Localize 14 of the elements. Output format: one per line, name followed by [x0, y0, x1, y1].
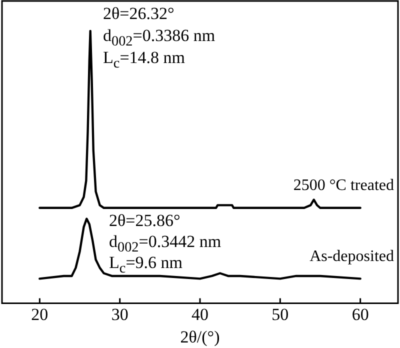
text: 2θ=26.32°: [103, 4, 174, 24]
annotation: 2θ=25.86°: [109, 211, 180, 231]
x-tick-label: 30: [111, 304, 128, 324]
x-tick-label: 40: [192, 304, 208, 324]
x-tick-label: 50: [272, 304, 289, 324]
series-label: 2500 °C treated: [293, 177, 394, 194]
annotation: L$_{c}$=9.6 nm: [109, 253, 182, 278]
annotation: d$_{002}$=0.3386 nm: [103, 26, 216, 50]
annotation: L$_{c}$=14.8 nm: [103, 48, 185, 74]
series-label: As-deposited: [310, 248, 394, 265]
x-tick-label: 20: [31, 304, 48, 324]
annotation: d$_{002}$=0.3442 nm: [109, 232, 222, 256]
x-tick-label: 60: [352, 304, 369, 324]
x-axis-title: 2θ/(°): [180, 327, 220, 346]
